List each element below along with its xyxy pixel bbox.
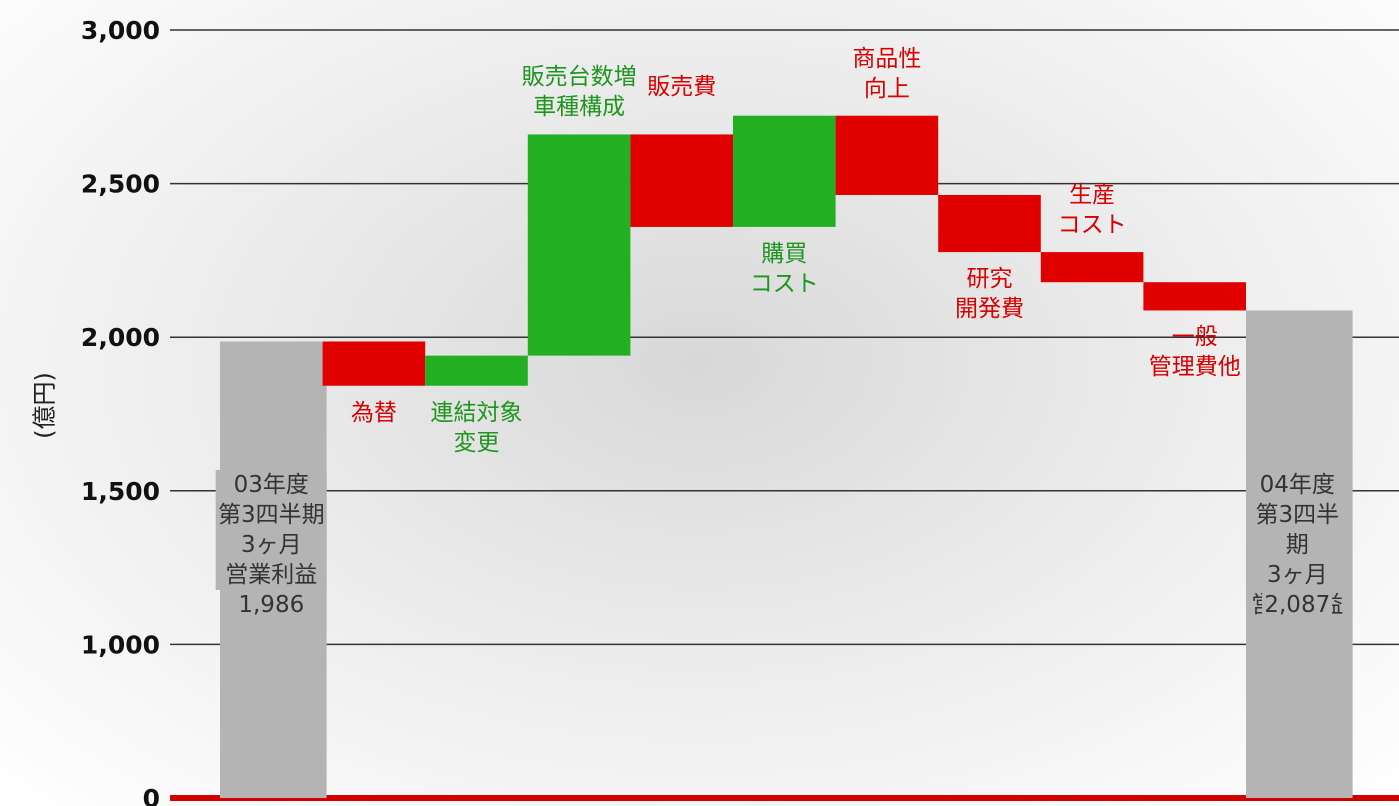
y-tick-label: 0 (143, 784, 160, 806)
y-tick-label: 1,000 (81, 630, 160, 659)
y-tick-label: 2,000 (81, 323, 160, 352)
bar (527, 134, 631, 356)
y-tick-label: 1,500 (81, 477, 160, 506)
bar (835, 115, 939, 195)
category-label: 販売費 (647, 74, 717, 101)
category-label: 一般 管理費他 (1148, 324, 1241, 381)
category-label: 購買 コスト (749, 240, 819, 297)
bar (322, 341, 426, 386)
category-label: 生産 コスト (1057, 182, 1127, 239)
category-label: 連結対象 変更 (430, 399, 523, 456)
bar (630, 134, 733, 227)
bar (425, 355, 528, 386)
category-label: 販売台数増 車種構成 (521, 64, 637, 121)
y-tick-label: 2,500 (81, 170, 160, 199)
category-label: 商品性 向上 (852, 45, 922, 102)
category-label: 研究 開発費 (955, 266, 1024, 323)
bar (1040, 252, 1144, 283)
value-label: 1,986 (236, 590, 307, 620)
bar (1143, 282, 1246, 311)
bar (938, 194, 1041, 253)
category-label: 03年度 第3四半期 3ヶ月 営業利益 (215, 470, 327, 590)
y-tick-label: 3,000 (81, 16, 160, 45)
value-label: 2,087 (1262, 590, 1333, 620)
y-axis-label: (億円) (30, 372, 59, 439)
bar (733, 115, 836, 227)
category-label: 為替 (350, 399, 397, 426)
